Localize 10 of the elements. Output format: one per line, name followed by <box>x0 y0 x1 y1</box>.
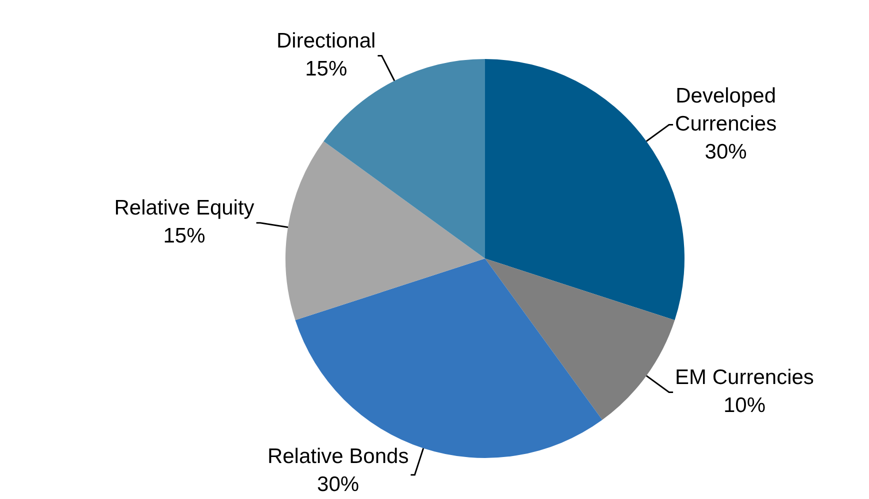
data-label: 30% <box>704 140 747 164</box>
data-label: 30% <box>317 472 360 496</box>
slice-label: Directional <box>276 30 376 53</box>
slice-label: EM Currencies <box>675 366 814 390</box>
slice-label: Relative Bonds <box>267 444 409 468</box>
data-label: 15% <box>305 58 348 81</box>
data-label: 10% <box>723 394 766 418</box>
slice-label: Relative Equity <box>114 196 255 220</box>
slice-label: Developed Currencies <box>675 84 777 136</box>
data-label: 15% <box>163 224 206 248</box>
